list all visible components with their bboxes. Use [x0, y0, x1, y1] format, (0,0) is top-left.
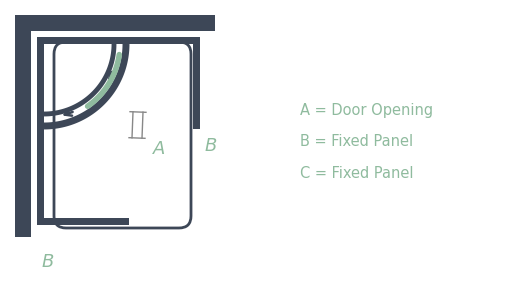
Text: A: A [152, 140, 165, 158]
Text: B: B [42, 253, 54, 271]
Text: B = Fixed Panel: B = Fixed Panel [300, 135, 413, 149]
Bar [37, 37, 44, 225]
Bar [37, 218, 129, 225]
Bar [193, 37, 200, 129]
Bar [15, 15, 215, 31]
Text: A = Door Opening: A = Door Opening [300, 102, 433, 118]
Text: C = Fixed Panel: C = Fixed Panel [300, 167, 413, 181]
Text: B: B [205, 137, 217, 155]
Bar [15, 15, 31, 237]
Bar [37, 37, 200, 44]
